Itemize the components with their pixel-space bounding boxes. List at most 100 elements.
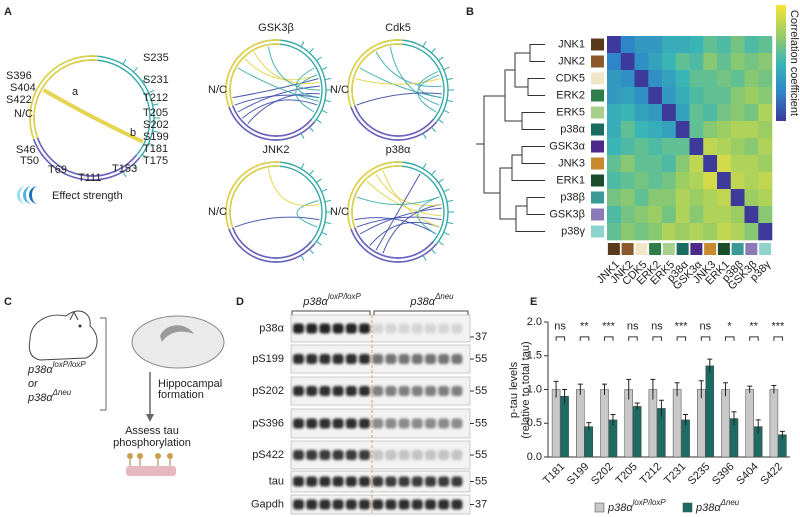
site-label: S46 — [16, 144, 36, 156]
blot-band — [359, 450, 370, 460]
ring-tick — [321, 231, 328, 236]
sig-bracket — [773, 336, 783, 341]
dendrogram — [515, 205, 545, 232]
row-swatch — [591, 123, 604, 136]
significance: * — [727, 321, 732, 333]
heatmap-cell — [607, 104, 622, 122]
bar — [608, 419, 618, 458]
heatmap-cell — [717, 206, 732, 224]
row-label: JNK3 — [558, 157, 585, 169]
heatmap-cell — [744, 223, 759, 241]
row-label: JNK2 — [558, 55, 585, 67]
heatmap-cell — [703, 36, 718, 54]
ring-tick — [300, 255, 305, 261]
heatmap-cell — [662, 189, 677, 207]
blot-band — [332, 354, 344, 364]
heatmap-cell — [662, 104, 677, 122]
heatmap-cell — [758, 172, 773, 190]
blot-band — [293, 499, 304, 510]
blot-band — [293, 476, 304, 487]
ring-tick — [309, 248, 314, 254]
blot-band — [451, 323, 463, 334]
blot-band — [332, 450, 344, 460]
blot-band — [451, 418, 463, 429]
interaction-arc — [418, 70, 442, 99]
interaction-arc — [417, 74, 440, 113]
blot-band — [319, 386, 331, 396]
blot-band — [385, 323, 397, 334]
heatmap-cell — [744, 104, 759, 122]
blot-band — [411, 323, 423, 334]
step-text: Hippocampal — [158, 378, 222, 390]
heatmap-cell — [620, 53, 635, 71]
blot-band — [306, 476, 318, 487]
column-swatch — [607, 243, 620, 255]
significance: *** — [771, 321, 785, 333]
heatmap-cell — [675, 172, 690, 190]
heatmap-cell — [717, 121, 732, 139]
blot-band — [398, 499, 410, 510]
y-axis-label: (relative to total tau) — [520, 341, 532, 438]
column-swatch — [662, 243, 675, 255]
blot-band — [425, 476, 436, 487]
panel-label: E — [530, 296, 537, 308]
heatmap-cell — [662, 172, 677, 190]
ring-segment — [351, 165, 403, 229]
blot-label: tau — [269, 475, 284, 487]
blot-band — [385, 354, 397, 364]
ring-tick — [316, 240, 322, 246]
blot-band — [372, 499, 384, 510]
heatmap-cell — [744, 121, 759, 139]
blot-band — [411, 450, 423, 460]
nc-label: N/C — [208, 84, 227, 96]
nc-label: N/C — [208, 206, 227, 218]
phospho — [155, 453, 161, 459]
bar — [745, 389, 754, 458]
sig-bracket — [676, 336, 687, 341]
significance: ns — [699, 321, 711, 333]
heatmap-cell — [744, 155, 759, 173]
group-bracket — [373, 310, 469, 316]
site-label: T205 — [143, 107, 168, 119]
error-bar — [674, 382, 680, 397]
interaction-arc — [382, 170, 440, 228]
text-part: p38α — [27, 364, 53, 376]
site-label: T212 — [143, 92, 168, 104]
genotype-or: or — [28, 378, 39, 390]
error-bar — [577, 383, 583, 395]
blot-band — [451, 476, 463, 487]
bar — [632, 406, 642, 458]
legend-swatch — [682, 502, 693, 513]
interaction-arc — [295, 67, 320, 99]
blot-band — [332, 386, 344, 396]
interaction-arc — [417, 196, 440, 235]
significance: ns — [651, 321, 663, 333]
row-swatch — [591, 174, 604, 187]
heatmap-cell — [634, 70, 649, 88]
blot-band — [385, 450, 397, 460]
heatmap-cell — [689, 36, 704, 54]
blot-band — [345, 323, 357, 334]
ring-tick — [133, 67, 138, 73]
site-label: S231 — [143, 74, 169, 86]
heatmap-cell — [689, 155, 704, 173]
heatmap-cell — [662, 138, 677, 156]
interaction-arc — [356, 216, 442, 228]
blot-band — [398, 354, 410, 364]
heatmap-cell — [689, 121, 704, 139]
step-text: formation — [158, 389, 204, 401]
nc-label: N/C — [14, 108, 33, 120]
interaction-arc — [389, 46, 440, 106]
heatmap-cell — [758, 155, 773, 173]
dendrogram — [511, 154, 545, 181]
ring-tick — [122, 58, 127, 65]
heatmap-cell — [634, 104, 649, 122]
heatmap-cell — [717, 223, 732, 241]
superscript: Δneu — [52, 388, 72, 397]
blot-band — [306, 499, 318, 510]
arc-label: b — [130, 127, 136, 139]
heatmap-cell — [758, 138, 773, 156]
blot-band — [398, 323, 410, 334]
arrowhead — [146, 414, 154, 422]
ring-tick — [422, 163, 427, 169]
